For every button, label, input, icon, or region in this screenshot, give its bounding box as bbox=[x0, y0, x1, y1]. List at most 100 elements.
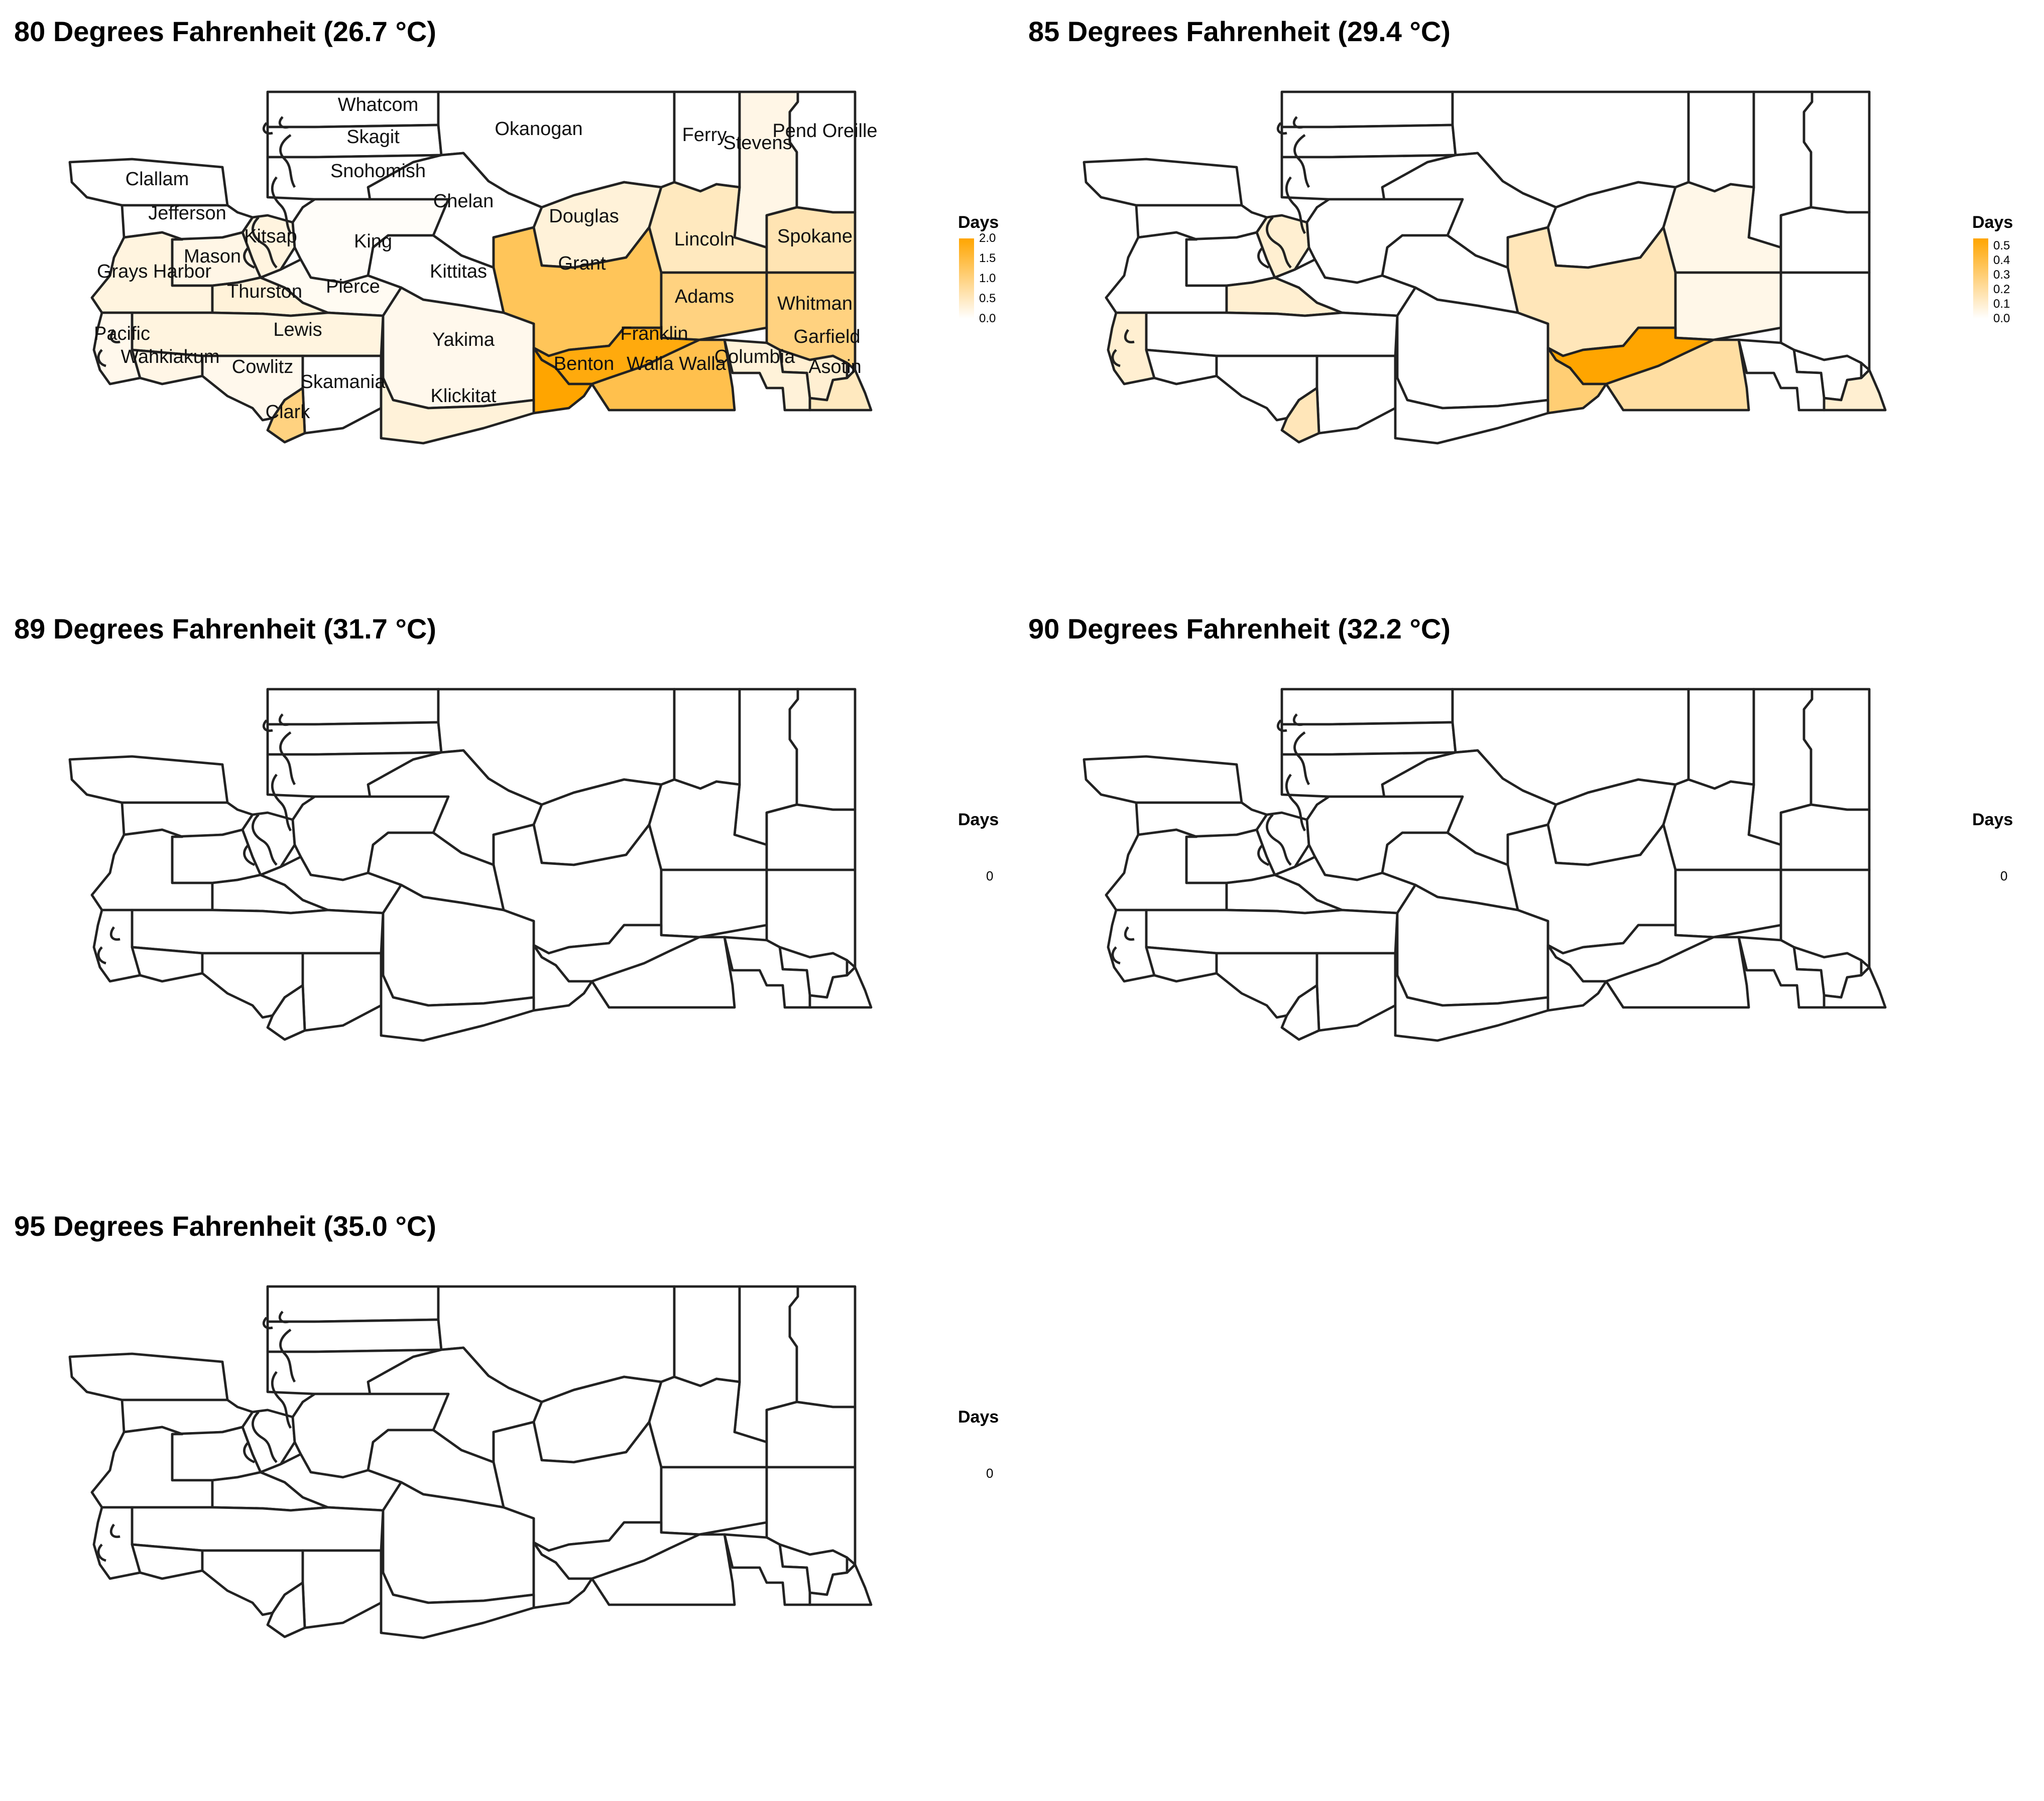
legend-color-bar bbox=[959, 238, 974, 319]
county-skamania bbox=[301, 952, 383, 1032]
coastline-detail bbox=[262, 116, 289, 135]
legend-zero-value: 0 bbox=[986, 868, 994, 883]
coastline-detail bbox=[252, 216, 278, 269]
legend-ticks: 0.5 0.4 0.3 0.2 0.1 0.0 bbox=[1993, 238, 2043, 324]
county-skamania bbox=[1315, 952, 1397, 1032]
county-pierce bbox=[1273, 258, 1417, 317]
legend-title: Days bbox=[958, 1407, 999, 1427]
county-pacific bbox=[1107, 311, 1156, 385]
county-clallam bbox=[68, 1352, 229, 1401]
coastline-detail bbox=[1124, 926, 1135, 941]
county-asotin bbox=[808, 966, 873, 1009]
county-spokane bbox=[765, 803, 857, 871]
county-asotin bbox=[1823, 966, 1887, 1009]
coastline-detail bbox=[1266, 814, 1292, 866]
county-clark bbox=[266, 387, 306, 444]
coastline-detail bbox=[1285, 774, 1306, 832]
county-spokane bbox=[1779, 803, 1871, 871]
map-panel-80f: 80 Degrees Fahrenheit (26.7 °C) Whatcom S… bbox=[14, 14, 1033, 606]
county-klickitat bbox=[1394, 952, 1549, 1042]
county-label-spokane: Spokane bbox=[777, 226, 853, 247]
county-wahkiakum bbox=[131, 1543, 204, 1580]
county-skagit bbox=[1280, 721, 1457, 756]
county-ferry bbox=[1687, 90, 1755, 193]
county-adams bbox=[1674, 271, 1782, 341]
county-asotin bbox=[808, 1563, 873, 1606]
county-label-jefferson: Jefferson bbox=[148, 203, 226, 224]
county-skamania bbox=[301, 354, 383, 435]
county-label-whatcom: Whatcom bbox=[338, 94, 418, 115]
county-pacific bbox=[92, 909, 142, 983]
county-lewis bbox=[1145, 909, 1399, 955]
county-label-pacific: Pacific bbox=[94, 323, 150, 344]
county-clallam bbox=[68, 755, 229, 804]
county-lewis bbox=[131, 909, 385, 955]
legend-tick-label: 0.4 bbox=[1993, 253, 2010, 267]
county-walla-walla bbox=[590, 1533, 736, 1606]
legend-tick-label: 1.5 bbox=[979, 251, 996, 265]
coastline-detail bbox=[1266, 216, 1292, 269]
county-pend-oreille bbox=[788, 90, 857, 214]
county-lewis bbox=[131, 1506, 385, 1552]
coastline-detail bbox=[97, 946, 106, 965]
county-pierce bbox=[259, 855, 403, 915]
county-label-grant: Grant bbox=[558, 253, 606, 274]
legend-title: Days bbox=[958, 810, 999, 829]
county-pacific bbox=[92, 1506, 142, 1580]
county-whatcom bbox=[266, 688, 440, 726]
county-adams bbox=[1674, 868, 1782, 939]
coastline-detail bbox=[109, 926, 121, 941]
county-clark bbox=[1280, 387, 1320, 444]
coastline-detail bbox=[252, 1411, 278, 1463]
county-label-pierce: Pierce bbox=[326, 276, 380, 297]
days-legend-89f: Days 0 bbox=[958, 810, 1033, 940]
washington-county-map-90f bbox=[1083, 688, 1887, 1042]
county-whatcom bbox=[266, 1285, 440, 1323]
county-spokane bbox=[765, 206, 857, 274]
county-ferry bbox=[1687, 688, 1755, 790]
coastline-detail bbox=[279, 731, 296, 786]
coastline-detail bbox=[97, 1543, 106, 1562]
legend-title: Days bbox=[1972, 810, 2013, 829]
county-klickitat bbox=[380, 354, 535, 445]
county-spokane bbox=[1779, 206, 1871, 274]
legend-tick-label: 1.0 bbox=[979, 272, 996, 285]
days-legend-80f: Days 2.0 1.5 1.0 0.5 0.0 bbox=[958, 212, 1033, 343]
county-label-kittitas: Kittitas bbox=[430, 261, 487, 282]
county-skagit bbox=[1280, 123, 1457, 159]
coastline-detail bbox=[1111, 946, 1121, 965]
county-label-cowlitz: Cowlitz bbox=[232, 356, 293, 377]
map-panel-90f: 90 Degrees Fahrenheit (32.2 °C) Days 0 bbox=[1028, 611, 2044, 1204]
county-walla-walla bbox=[1605, 338, 1750, 412]
coastline-detail bbox=[262, 713, 289, 732]
county-clallam bbox=[1083, 158, 1243, 207]
county-skamania bbox=[1315, 354, 1397, 435]
coastline-detail bbox=[243, 1441, 255, 1464]
county-ferry bbox=[673, 688, 741, 790]
county-clark bbox=[266, 1581, 306, 1638]
panel-title-80f: 80 Degrees Fahrenheit (26.7 °C) bbox=[14, 16, 436, 47]
coastline-detail bbox=[271, 774, 292, 832]
county-label-whitman: Whitman bbox=[777, 293, 853, 314]
legend-tick-label: 0.2 bbox=[1993, 282, 2010, 296]
days-legend-85f: Days 0.5 0.4 0.3 0.2 0.1 0.0 bbox=[1972, 212, 2044, 343]
county-label-clark: Clark bbox=[266, 402, 311, 423]
coastline-detail bbox=[271, 176, 292, 234]
county-walla-walla bbox=[1605, 936, 1750, 1009]
coastline-detail bbox=[109, 1523, 121, 1538]
legend-tick-label: 0.3 bbox=[1993, 268, 2010, 282]
coastline-detail bbox=[1124, 329, 1135, 344]
county-label-garfield: Garfield bbox=[793, 326, 860, 347]
legend-tick-label: 2.0 bbox=[979, 231, 996, 245]
county-adams bbox=[660, 868, 768, 939]
county-clallam bbox=[1083, 755, 1243, 804]
county-label-grays-harbor: Grays Harbor bbox=[97, 261, 211, 282]
map-panel-89f: 89 Degrees Fahrenheit (31.7 °C) Days 0 bbox=[14, 611, 1033, 1204]
county-label-thurston: Thurston bbox=[227, 281, 302, 302]
county-spokane bbox=[765, 1400, 857, 1469]
county-pacific bbox=[1107, 909, 1156, 983]
county-ferry bbox=[673, 1285, 741, 1387]
county-asotin bbox=[1823, 368, 1887, 412]
county-pend-oreille bbox=[1802, 90, 1871, 214]
coastline-detail bbox=[1111, 349, 1121, 367]
